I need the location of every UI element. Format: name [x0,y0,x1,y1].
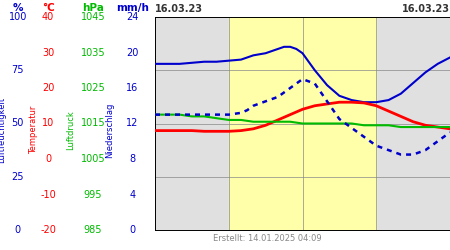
Text: -20: -20 [40,225,56,235]
Text: hPa: hPa [82,3,104,13]
Text: %: % [13,3,23,13]
Text: °C: °C [42,3,54,13]
Text: 8: 8 [130,154,135,164]
Text: 1035: 1035 [81,48,105,58]
Text: 16: 16 [126,83,139,93]
Text: Luftfeuchtigkeit: Luftfeuchtigkeit [0,97,6,163]
Text: 24: 24 [126,12,139,22]
Text: 1015: 1015 [81,118,105,128]
Text: 75: 75 [12,65,24,75]
Text: 16.03.23: 16.03.23 [155,4,203,15]
Text: Erstellt: 14.01.2025 04:09: Erstellt: 14.01.2025 04:09 [213,234,321,243]
Text: -10: -10 [40,190,56,200]
Text: 4: 4 [130,190,135,200]
Bar [229,17,376,230]
Text: 1005: 1005 [81,154,105,164]
Text: Luftdruck: Luftdruck [66,110,75,150]
Text: 50: 50 [12,118,24,128]
Text: 10: 10 [42,118,54,128]
Text: 1025: 1025 [81,83,105,93]
Text: 1045: 1045 [81,12,105,22]
Text: 16.03.23: 16.03.23 [402,4,450,15]
Text: 100: 100 [9,12,27,22]
Text: 40: 40 [42,12,54,22]
Text: 20: 20 [42,83,54,93]
Text: 0: 0 [45,154,51,164]
Text: Niederschlag: Niederschlag [106,102,115,158]
Text: 30: 30 [42,48,54,58]
Text: 25: 25 [12,172,24,182]
Text: Temperatur: Temperatur [29,106,38,154]
Text: 985: 985 [84,225,102,235]
Text: 20: 20 [126,48,139,58]
Text: mm/h: mm/h [116,3,149,13]
Text: 0: 0 [130,225,135,235]
Text: 0: 0 [15,225,21,235]
Text: 12: 12 [126,118,139,128]
Text: 995: 995 [84,190,102,200]
